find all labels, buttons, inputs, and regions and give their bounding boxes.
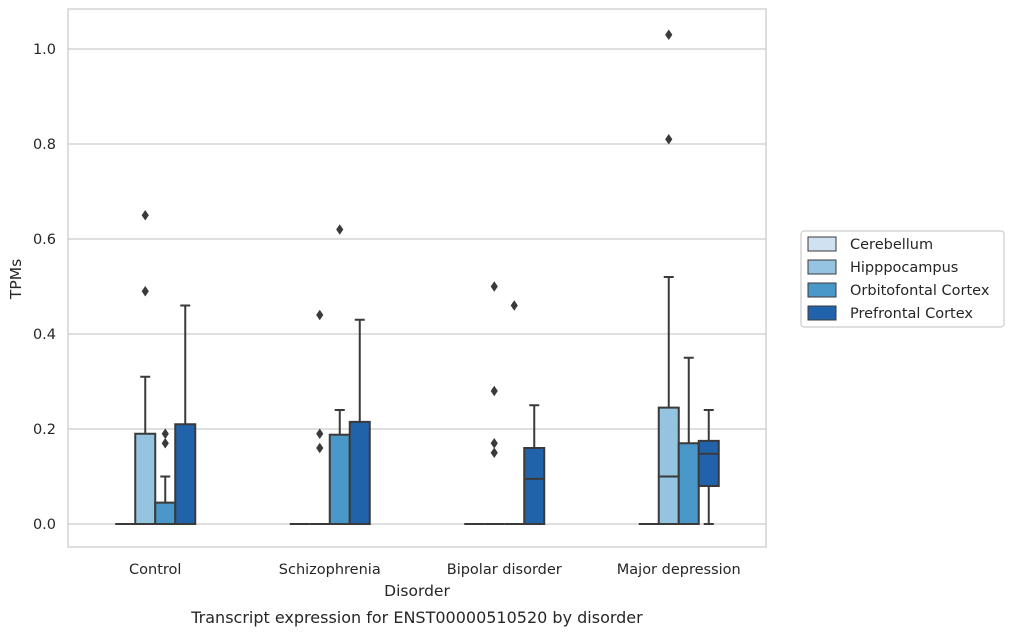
box-body <box>328 433 351 526</box>
outlier-point <box>141 210 149 221</box>
figure-caption: Transcript expression for ENST0000051052… <box>190 608 643 627</box>
box-body <box>174 423 197 525</box>
series-hipppocampus <box>134 29 680 525</box>
box-body <box>523 447 546 525</box>
box <box>697 409 720 525</box>
box <box>309 309 330 525</box>
series-prefrontal-cortex <box>174 304 720 525</box>
series-orbitofontal-cortex <box>154 224 700 526</box>
outlier-point <box>665 134 673 145</box>
y-axis-label: TPMs <box>7 259 25 300</box>
x-tick-label: Schizophrenia <box>279 562 381 578</box>
box-body <box>348 420 371 525</box>
box-body <box>677 442 700 525</box>
outlier-point <box>490 447 498 458</box>
outlier-point <box>665 29 673 40</box>
outlier-point <box>490 438 498 449</box>
legend-swatch <box>807 236 837 252</box>
box-body <box>154 501 177 525</box>
box <box>484 281 505 525</box>
plot-frame <box>67 8 767 548</box>
y-tick-label: 0.0 <box>33 517 56 533</box>
outlier-point <box>336 224 344 235</box>
outlier-point <box>141 286 149 297</box>
legend: Cerebellum Hipppocampus Orbitofontal Corte… <box>800 230 1005 328</box>
box-series <box>115 29 720 526</box>
legend-box <box>800 230 1005 328</box>
box <box>174 304 197 525</box>
y-tick-label: 0.8 <box>33 137 56 153</box>
box-body <box>657 406 680 525</box>
outlier-point <box>490 385 498 397</box>
x-tick-label: Bipolar disorder <box>447 562 562 578</box>
x-tick-label: Control <box>129 562 181 578</box>
box <box>134 210 157 525</box>
box <box>657 29 680 525</box>
y-axis-ticks: 0.0 0.2 0.4 0.6 0.8 1.0 <box>33 42 56 533</box>
legend-label: Orbitofontal Cortex <box>850 283 990 299</box>
legend-swatch <box>807 282 837 298</box>
box <box>523 404 546 525</box>
outlier-point <box>510 300 518 311</box>
outlier-point <box>490 281 498 292</box>
outlier-point <box>316 309 324 321</box>
legend-swatch <box>807 259 837 275</box>
y-tick-label: 0.2 <box>33 422 56 438</box>
box <box>677 356 700 525</box>
x-axis-label: Disorder <box>384 582 450 600</box>
x-axis-ticks: Control Schizophrenia Bipolar disorder Majo… <box>129 562 741 578</box>
box <box>348 318 371 525</box>
outlier-point <box>316 428 324 439</box>
legend-label: Prefrontal Cortex <box>850 306 973 322</box>
box-body <box>697 439 720 487</box>
y-tick-label: 0.4 <box>33 327 56 343</box>
legend-swatch <box>807 305 837 321</box>
y-tick-label: 0.6 <box>33 232 56 248</box>
legend-label: Cerebellum <box>850 237 933 253</box>
box <box>154 428 177 525</box>
box <box>328 224 351 526</box>
box <box>504 300 525 525</box>
outlier-point <box>316 442 324 454</box>
outlier-point <box>161 438 169 449</box>
box-body <box>134 432 157 525</box>
y-tick-label: 1.0 <box>33 42 56 58</box>
x-tick-label: Major depression <box>617 562 741 578</box>
legend-label: Hipppocampus <box>850 260 958 276</box>
outlier-point <box>161 428 169 439</box>
